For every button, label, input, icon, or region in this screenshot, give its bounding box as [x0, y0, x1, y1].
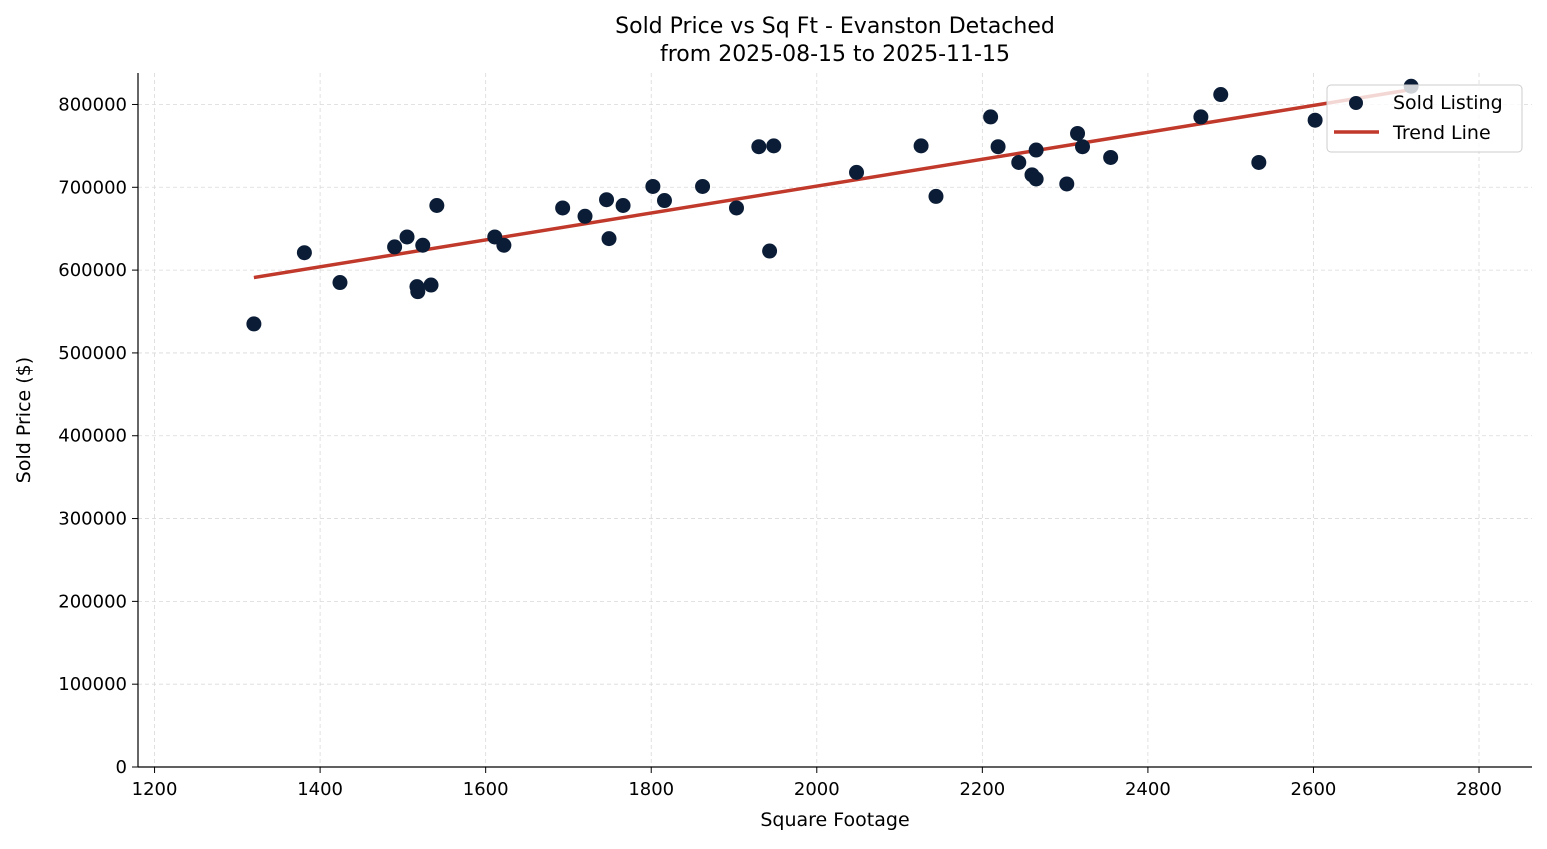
x-tick-label: 1600 — [463, 779, 509, 800]
y-tick-label: 0 — [116, 757, 127, 778]
data-point — [496, 237, 512, 253]
data-point — [983, 109, 999, 125]
legend: Sold Listing Trend Line — [1326, 84, 1523, 153]
data-point — [410, 284, 426, 300]
x-tick-label: 2200 — [959, 779, 1005, 800]
x-tick-label: 2400 — [1125, 779, 1171, 800]
y-tick-label: 100000 — [58, 674, 127, 695]
grid — [138, 73, 1532, 768]
data-point — [762, 243, 778, 259]
data-point — [332, 275, 348, 291]
x-axis-label: Square Footage — [760, 809, 909, 831]
data-point — [296, 245, 312, 261]
data-point — [577, 208, 593, 224]
x-tick-label: 2800 — [1456, 779, 1502, 800]
data-point — [728, 200, 744, 216]
data-point — [246, 316, 262, 332]
data-point — [599, 192, 615, 208]
points-group — [246, 78, 1419, 332]
data-point — [990, 139, 1006, 155]
y-tick-label: 500000 — [58, 343, 127, 364]
legend-label-sold-listing: Sold Listing — [1393, 92, 1503, 114]
data-point — [751, 139, 767, 155]
data-point — [695, 178, 711, 194]
x-tick-label: 2600 — [1291, 779, 1337, 800]
data-point — [656, 193, 672, 209]
data-point — [387, 239, 403, 255]
data-point — [766, 138, 782, 154]
data-point — [1070, 125, 1086, 141]
data-point — [1011, 154, 1027, 170]
y-tick-label: 300000 — [58, 509, 127, 530]
legend-marker-sold-listing — [1349, 96, 1363, 110]
legend-label-trend-line: Trend Line — [1392, 122, 1491, 144]
data-point — [1028, 171, 1044, 187]
x-tick-label: 2000 — [794, 779, 840, 800]
data-point — [1103, 149, 1119, 165]
data-point — [429, 198, 445, 214]
chart-title: Sold Price vs Sq Ft - Evanston Detached — [615, 14, 1055, 39]
y-tick-label: 600000 — [58, 260, 127, 281]
data-point — [423, 277, 439, 293]
data-point — [1213, 87, 1229, 103]
chart-subtitle: from 2025-08-15 to 2025-11-15 — [660, 42, 1010, 67]
y-tick-label: 200000 — [58, 591, 127, 612]
x-tick-label: 1200 — [132, 779, 178, 800]
data-point — [1075, 139, 1091, 155]
y-tick-label: 400000 — [58, 426, 127, 447]
x-tick-label: 1800 — [628, 779, 674, 800]
data-point — [1028, 142, 1044, 158]
data-point — [1307, 112, 1323, 128]
trend-line — [253, 87, 1412, 280]
y-tick-label: 800000 — [58, 94, 127, 115]
trend-line-group — [253, 87, 1412, 280]
data-point — [913, 138, 929, 154]
data-point — [601, 231, 617, 247]
data-point — [1251, 154, 1267, 170]
data-point — [928, 188, 944, 204]
data-point — [415, 237, 431, 253]
data-point — [849, 164, 865, 180]
data-point — [399, 229, 415, 245]
legend-box — [1326, 84, 1523, 153]
x-tick-label: 1400 — [297, 779, 343, 800]
data-point — [555, 200, 571, 216]
data-point — [1059, 176, 1075, 192]
y-axis-label: Sold Price ($) — [13, 357, 35, 483]
axes: 1200 1400 1600 1800 2000 2200 2400 2600 2800 0 100… — [58, 73, 1532, 800]
data-point — [1193, 109, 1209, 125]
data-point — [645, 178, 661, 194]
data-point — [615, 198, 631, 214]
y-tick-label: 700000 — [58, 177, 127, 198]
